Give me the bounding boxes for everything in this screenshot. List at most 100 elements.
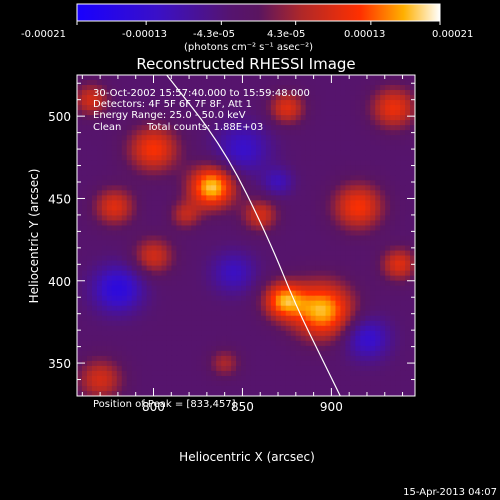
heatmap-cell <box>216 115 222 121</box>
heatmap-cell <box>340 105 347 111</box>
heatmap-cell <box>390 285 396 292</box>
heatmap-cell <box>101 310 108 317</box>
heatmap-cell <box>380 220 386 227</box>
heatmap-cell <box>136 140 143 146</box>
heatmap-cell <box>365 275 371 282</box>
heatmap-cell <box>206 155 212 161</box>
heatmap-cell <box>111 200 118 207</box>
heatmap-cell <box>370 100 376 106</box>
heatmap-cell <box>305 250 312 257</box>
heatmap-cell <box>345 350 351 357</box>
heatmap-cell <box>270 185 277 191</box>
heatmap-cell <box>116 215 123 222</box>
heatmap-cell <box>385 290 391 297</box>
heatmap-cell <box>365 195 371 201</box>
heatmap-cell <box>295 150 302 156</box>
heatmap-cell <box>226 160 232 166</box>
heatmap-cell <box>106 195 113 201</box>
heatmap-cell <box>126 80 133 86</box>
heatmap-cell <box>96 80 103 86</box>
heatmap-cell <box>121 375 128 382</box>
heatmap-cell <box>141 135 148 141</box>
heatmap-cell <box>275 230 282 237</box>
heatmap-cell <box>196 135 202 141</box>
heatmap-cell <box>96 360 103 367</box>
heatmap-cell <box>86 295 93 302</box>
heatmap-cell <box>176 155 182 161</box>
heatmap-cell <box>370 80 376 86</box>
heatmap-cell <box>405 175 411 181</box>
heatmap-cell <box>380 85 386 91</box>
heatmap-cell <box>156 95 163 101</box>
heatmap-cell <box>410 110 415 116</box>
heatmap-cell <box>380 180 386 186</box>
heatmap-cell <box>335 385 342 392</box>
heatmap-cell <box>236 380 242 387</box>
heatmap-cell <box>325 315 332 322</box>
heatmap-cell <box>275 300 282 307</box>
heatmap-cell <box>221 265 227 272</box>
heatmap-cell <box>365 380 371 387</box>
heatmap-cell <box>246 340 252 347</box>
heatmap-cell <box>270 245 277 252</box>
heatmap-cell <box>375 190 381 196</box>
heatmap-cell <box>181 315 187 322</box>
heatmap-cell <box>91 100 98 106</box>
heatmap-cell <box>116 320 123 327</box>
heatmap-cell <box>146 355 153 362</box>
heatmap-cell <box>370 75 376 81</box>
heatmap-cell <box>300 360 307 367</box>
heatmap-cell <box>340 160 347 166</box>
heatmap-cell <box>191 310 197 317</box>
heatmap-cell <box>280 375 287 382</box>
heatmap-cell <box>86 120 93 126</box>
heatmap-cell <box>410 375 415 382</box>
heatmap-cell <box>111 360 118 367</box>
heatmap-cell <box>265 380 272 387</box>
heatmap-cell <box>211 260 217 267</box>
heatmap-cell <box>375 280 381 287</box>
heatmap-cell <box>390 155 396 161</box>
heatmap-cell <box>305 275 312 282</box>
heatmap-cell <box>325 280 332 287</box>
heatmap-cell <box>156 195 163 201</box>
heatmap-cell <box>375 130 381 136</box>
heatmap-cell <box>330 230 337 237</box>
heatmap-cell <box>285 85 292 91</box>
heatmap-cell <box>106 165 113 171</box>
heatmap-cell <box>206 245 212 252</box>
heatmap-cell <box>345 80 351 86</box>
heatmap-cell <box>101 220 108 227</box>
heatmap-cell <box>390 135 396 141</box>
heatmap-cell <box>365 385 371 392</box>
heatmap-cell <box>255 165 262 171</box>
heatmap-cell <box>86 175 93 181</box>
heatmap-cell <box>380 320 386 327</box>
heatmap-cell <box>141 380 148 387</box>
heatmap-cell <box>241 360 247 367</box>
heatmap-cell <box>365 330 371 337</box>
heatmap-cell <box>186 155 192 161</box>
heatmap-cell <box>350 80 356 86</box>
heatmap-cell <box>290 310 297 317</box>
heatmap-cell <box>335 365 342 372</box>
heatmap-cell <box>355 245 361 252</box>
heatmap-cell <box>156 235 163 242</box>
heatmap-cell <box>335 245 342 252</box>
heatmap-cell <box>151 90 158 96</box>
heatmap-cell <box>325 320 332 327</box>
heatmap-cell <box>280 85 287 91</box>
heatmap-cell <box>106 350 113 357</box>
heatmap-cell <box>290 210 297 217</box>
heatmap-cell <box>335 195 342 201</box>
heatmap-cell <box>305 295 312 302</box>
heatmap-cell <box>260 235 267 242</box>
heatmap-cell <box>290 215 297 222</box>
heatmap-cell <box>315 285 322 292</box>
heatmap-cell <box>355 140 361 146</box>
heatmap-cell <box>325 185 332 191</box>
heatmap-cell <box>250 195 257 201</box>
heatmap-cell <box>206 350 212 357</box>
heatmap-cell <box>206 165 212 171</box>
heatmap-cell <box>320 350 327 357</box>
